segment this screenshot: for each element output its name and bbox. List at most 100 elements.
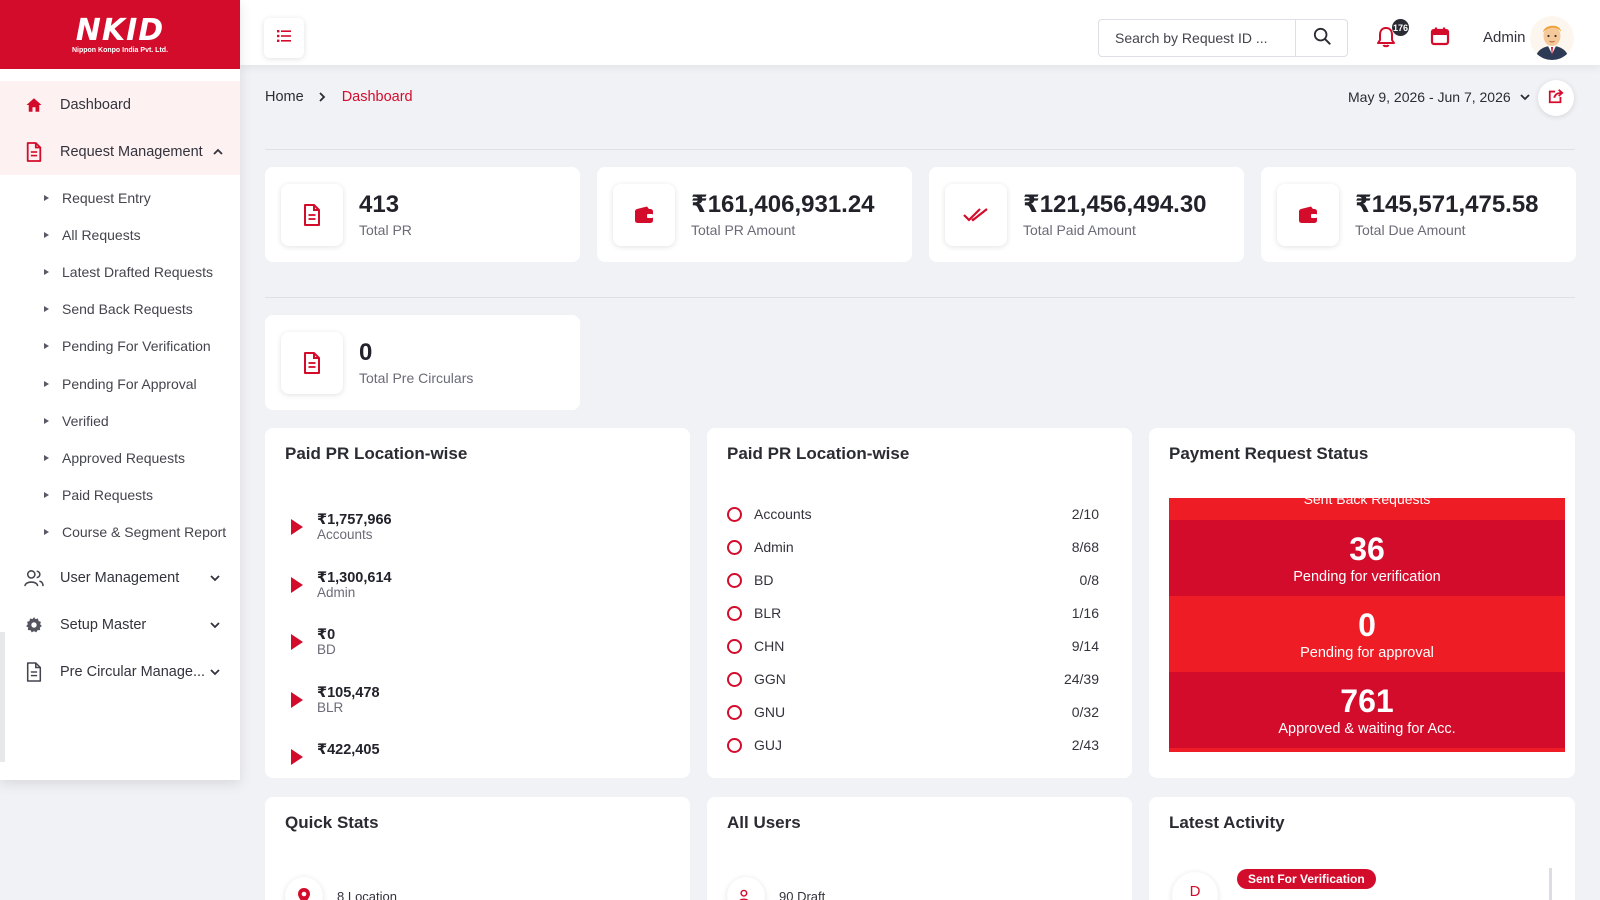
circle-icon: [727, 638, 742, 654]
search-input[interactable]: Search by Request ID ...: [1115, 30, 1268, 46]
stat-card-total-pr[interactable]: 413 Total PR: [265, 167, 580, 262]
list-icon: [277, 29, 291, 47]
list-item[interactable]: ₹1,300,614 Admin: [291, 570, 392, 600]
play-icon: [291, 749, 303, 765]
bullet-icon: [44, 380, 49, 387]
bell-icon[interactable]: [1376, 26, 1398, 48]
list-item[interactable]: ₹0 BD: [291, 627, 336, 657]
bullet-icon: [44, 231, 49, 238]
submenu-item-label: Verified: [62, 412, 109, 429]
list-item[interactable]: ₹105,478 BLR: [291, 685, 380, 715]
quick-stats-panel: Quick Stats: [265, 797, 690, 900]
submenu-item-verified[interactable]: Verified: [0, 402, 240, 439]
list-item[interactable]: GUJ 2/43: [727, 735, 1099, 755]
status-block-pending-approval[interactable]: 0 Pending for approval: [1169, 596, 1565, 672]
sidebar-item-label: Dashboard: [60, 96, 131, 113]
stat-card-total-due-amount[interactable]: ₹145,571,475.58 Total Due Amount: [1261, 167, 1576, 262]
sidebar-item-setup-master[interactable]: Setup Master: [0, 602, 240, 649]
location-amount: ₹422,405: [317, 742, 380, 758]
bullet-icon: [44, 268, 49, 275]
chevron-up-icon[interactable]: [211, 145, 225, 159]
stat-card-total-pre-circulars[interactable]: 0 Total Pre Circulars: [265, 315, 580, 410]
brand-logo[interactable]: NKID Nippon Konpo India Pvt. Ltd.: [0, 0, 240, 69]
list-item[interactable]: BLR 1/16: [727, 603, 1099, 623]
list-item[interactable]: Accounts 2/10: [727, 504, 1099, 524]
location-amount: ₹0: [317, 627, 336, 643]
users-icon: [24, 568, 44, 588]
all-users-first-item[interactable]: 90 Draft: [727, 877, 825, 900]
menu-toggle-button[interactable]: [264, 18, 304, 58]
divider: [265, 149, 1575, 150]
stat-label: Total Due Amount: [1355, 221, 1466, 238]
brand-name: NKID: [75, 12, 165, 48]
play-icon: [291, 519, 303, 535]
sidebar-item-request-management[interactable]: Request Management: [0, 128, 240, 175]
location-amount: ₹1,757,966: [317, 512, 392, 528]
list-item[interactable]: GNU 0/32: [727, 702, 1099, 722]
sidebar-scrollbar[interactable]: [0, 632, 5, 762]
document-icon: [281, 331, 343, 394]
location-ratio: 2/10: [1071, 506, 1099, 522]
sidebar-nav: Dashboard Request Management Request Ent…: [0, 69, 240, 696]
list-item[interactable]: Admin 8/68: [727, 537, 1099, 557]
submenu-item-course-segment-report[interactable]: Course & Segment Report: [0, 514, 240, 551]
list-item[interactable]: GGN 24/39: [727, 669, 1099, 689]
circle-icon: [727, 506, 742, 522]
quick-stats-first-label: 8 Location: [337, 888, 397, 900]
users-icon: [727, 877, 765, 900]
user-name[interactable]: Admin: [1483, 29, 1526, 46]
submenu-item-label: Course & Segment Report: [62, 524, 227, 541]
sidebar-item-pre-circular[interactable]: Pre Circular Manage...: [0, 649, 240, 696]
sidebar-item-dashboard[interactable]: Dashboard: [0, 81, 240, 128]
list-item[interactable]: CHN 9/14: [727, 636, 1099, 656]
chevron-right-icon: [318, 92, 328, 102]
panel-title: All Users: [727, 813, 801, 832]
location-name: Admin: [317, 585, 356, 600]
chevron-down-icon[interactable]: [208, 618, 222, 632]
submenu-item-send-back[interactable]: Send Back Requests: [0, 291, 240, 328]
submenu-item-label: Approved Requests: [62, 449, 185, 466]
submenu-item-latest-drafted[interactable]: Latest Drafted Requests: [0, 253, 240, 290]
submenu-item-label: All Requests: [62, 226, 141, 243]
stat-card-total-pr-amount[interactable]: ₹161,406,931.24 Total PR Amount: [597, 167, 912, 262]
search-box: Search by Request ID ...: [1098, 19, 1348, 57]
bullet-icon: [44, 454, 49, 461]
list-item[interactable]: ₹422,405: [291, 742, 380, 765]
location-ratio: 2/43: [1071, 737, 1099, 753]
panel-title: Payment Request Status: [1169, 444, 1369, 463]
paid-location-ratio-panel: Paid PR Location-wise Accounts 2/10 Admin…: [707, 428, 1132, 778]
submenu-item-pending-approval[interactable]: Pending For Approval: [0, 365, 240, 402]
sidebar-item-user-management[interactable]: User Management: [0, 555, 240, 602]
submenu-item-paid[interactable]: Paid Requests: [0, 477, 240, 514]
submenu-item-all-requests[interactable]: All Requests: [0, 216, 240, 253]
chevron-down-icon[interactable]: [208, 571, 222, 585]
status-block-pending-verification[interactable]: 36 Pending for verification: [1169, 520, 1565, 596]
status-scroll-list[interactable]: Sent Back Requests 36 Pending for verifi…: [1169, 498, 1565, 752]
stat-card-total-paid-amount[interactable]: ₹121,456,494.30 Total Paid Amount: [929, 167, 1244, 262]
breadcrumb-current: Dashboard: [341, 89, 413, 105]
search-button[interactable]: [1295, 20, 1347, 56]
status-label: Pending for approval: [1300, 645, 1434, 661]
chevron-down-icon[interactable]: [208, 665, 222, 679]
calendar-icon[interactable]: [1430, 26, 1452, 48]
breadcrumb-home-link[interactable]: Home: [265, 89, 304, 105]
gear-icon: [24, 615, 44, 635]
submenu-item-approved[interactable]: Approved Requests: [0, 439, 240, 476]
quick-stats-first-item[interactable]: 8 Location: [285, 877, 397, 900]
location-icon: [285, 877, 323, 900]
date-range-picker[interactable]: May 9, 2026 - Jun 7, 2026: [1348, 89, 1531, 105]
panel-title: Paid PR Location-wise: [727, 444, 910, 463]
status-block-approved-waiting[interactable]: 761 Approved & waiting for Acc.: [1169, 672, 1565, 748]
activity-scrollbar[interactable]: [1549, 868, 1552, 900]
double-check-icon: [945, 183, 1007, 246]
top-header: Search by Request ID ... 176 Admin: [240, 0, 1600, 65]
submenu-item-request-entry[interactable]: Request Entry: [0, 179, 240, 216]
document-icon: [281, 183, 343, 246]
avatar[interactable]: [1530, 16, 1574, 60]
bullet-icon: [44, 343, 49, 350]
location-name: GGN: [754, 671, 786, 687]
export-button[interactable]: [1538, 80, 1574, 116]
list-item[interactable]: ₹1,757,966 Accounts: [291, 512, 392, 542]
list-item[interactable]: BD 0/8: [727, 570, 1099, 590]
submenu-item-pending-verification[interactable]: Pending For Verification: [0, 328, 240, 365]
